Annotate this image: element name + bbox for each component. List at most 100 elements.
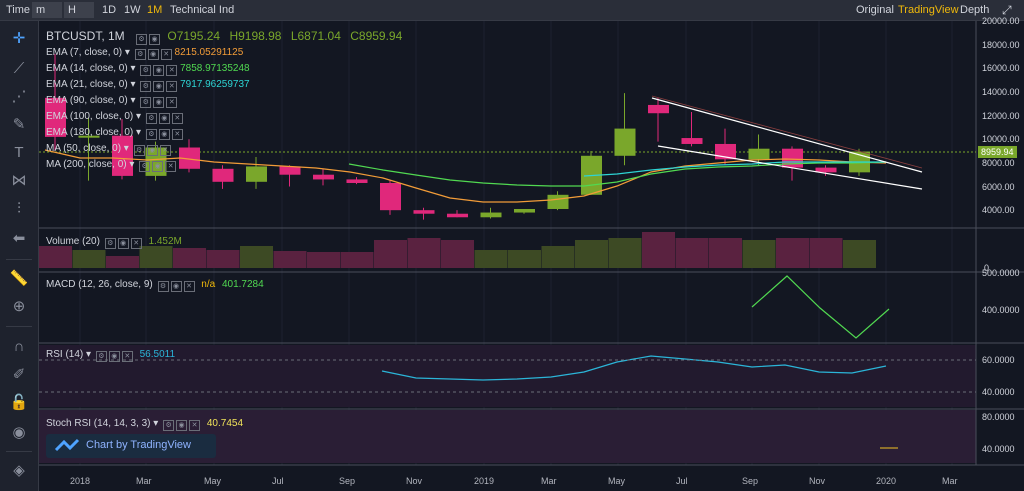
time-button[interactable]: Time [6,4,31,16]
axis-label: May [608,476,626,486]
lock-drawing-icon[interactable]: ✐ [12,366,26,383]
layers-icon[interactable]: ◈ [13,462,25,479]
indicator-value: 7917.96259737 [180,79,250,90]
candle [748,148,770,160]
volume-bar [541,246,575,268]
candle [547,194,569,209]
drawing-toolbar: ✛ ⟋ ⋰ ✎ T ⋈ ⫶ ⬅ 📏 ⊕ ∩ ✐ 🔓 ◉ ◈ [0,21,39,491]
axis-label: 40.0000 [982,387,1015,397]
wedge-lower-line [657,145,923,190]
hour-select[interactable]: H [64,2,94,18]
symbol-name[interactable]: BTCUSDT, 1M [46,29,125,43]
axis-label: 2019 [474,476,495,486]
zoom-in-icon[interactable]: ⊕ [12,298,26,315]
brush-icon[interactable]: ✎ [12,116,26,133]
axis-label: Mar [942,476,958,486]
fullscreen-icon[interactable]: ⤢ [1002,3,1012,17]
symbol-legend: BTCUSDT, 1M ⚙ ◉ O7195.24 H9198.98 L6871.0… [46,29,403,45]
macd-legend: MACD (12, 26, close, 9) ⚙ ◉ ✕ n/a 401.7284 [46,279,264,292]
axis-label: Sep [742,476,759,486]
volume-bar [608,238,642,268]
axis-label: 2018 [70,476,91,486]
axis-label: Sep [339,476,356,486]
axis-label: 4000.00 [982,205,1015,216]
pattern-icon[interactable]: ⋈ [11,172,27,189]
wedge-upper-line [651,97,923,173]
volume-bar [642,232,675,268]
magnet-icon[interactable]: ∩ [13,338,25,355]
tradingview-button[interactable]: TradingView [898,4,959,16]
rsi-legend: RSI (14) ▾ ⚙ ◉ ✕ 56.5011 [46,349,176,362]
axis-label: Jul [272,476,284,486]
candle [346,179,368,183]
volume-bar [39,246,72,268]
close-value: C8959.94 [350,29,403,43]
volume-bar [742,240,776,268]
high-value: H9198.98 [229,29,282,43]
lock-icon[interactable]: 🔓 [9,394,29,411]
volume-bar [173,248,206,268]
minute-select[interactable]: m [32,2,62,18]
axis-label: 8000.00 [982,157,1015,168]
axis-label: Nov [406,476,423,486]
volume-bar [809,238,843,268]
interval-1w[interactable]: 1W [124,4,141,16]
volume-bar [340,252,374,268]
indicator-legend: EMA (21, close, 0) ▾ ⚙ ◉ ✕ 7917.96259737 [46,79,250,92]
volume-bar [273,251,307,268]
top-toolbar: Time m H 1D 1W 1M Technical Ind Original… [0,0,1024,21]
indicator-value: 8215.05291125 [174,47,244,58]
axis-label: 500.0000 [982,268,1020,278]
ruler-icon[interactable]: 📏 [9,270,29,287]
depth-button[interactable]: Depth [960,4,990,16]
volume-bar [407,238,441,268]
technical-indicators-button[interactable]: Technical Ind [170,4,235,16]
axis-label: 400.0000 [982,305,1020,315]
volume-bar [709,238,742,268]
tradingview-badge[interactable]: Chart by TradingView [46,434,216,458]
volume-bar [374,240,407,268]
candle [212,168,234,182]
indicator-legend: EMA (14, close, 0) ▾ ⚙ ◉ ✕ 7858.97135248 [46,63,250,76]
axis-label: 20000.00 [982,16,1020,26]
axis-label: 6000.00 [982,181,1015,192]
axis-label: 12000.00 [982,110,1020,121]
candle [715,143,736,160]
measure-icon[interactable]: ⫶ [17,200,21,217]
interval-1m[interactable]: 1M [147,4,163,16]
axis-label: 2020 [876,476,897,486]
candle [246,166,267,182]
axis-label: Mar [136,476,152,486]
axis-label: Nov [809,476,826,486]
crosshair-icon[interactable]: ✛ [12,30,26,47]
fib-icon[interactable]: ⋰ [11,88,27,105]
candle [782,148,803,168]
original-view-button[interactable]: Original [856,4,894,16]
interval-1d[interactable]: 1D [102,4,117,16]
stoch-legend: Stoch RSI (14, 14, 3, 3) ▾ ⚙ ◉ ✕ 40.7454 [46,418,244,431]
macd-line [751,275,890,339]
axis-label: 0 [984,263,990,273]
volume-bar [575,240,608,268]
candle [45,97,66,137]
volume-bar [206,250,240,268]
eye-icon[interactable]: ◉ [12,424,26,441]
trendline-icon[interactable]: ⟋ [13,60,25,77]
rsi-line [381,355,887,381]
axis-label: 40.0000 [982,444,1015,454]
text-icon[interactable]: T [14,144,24,161]
axis-label: 60.0000 [982,355,1015,365]
open-value: O7195.24 [167,29,221,43]
volume-bar [508,250,541,268]
axis-label: 10000.00 [982,134,1020,145]
volume-bar [474,250,508,268]
ema14-line [348,161,887,187]
candle [179,147,200,169]
axis-label: 80.0000 [982,412,1015,422]
tradingview-badge-label: Chart by TradingView [86,439,191,451]
candle [447,213,468,218]
candle [313,174,334,180]
volume-bar [240,246,273,268]
volume-bar [106,256,139,268]
back-arrow-icon[interactable]: ⬅ [12,230,26,247]
